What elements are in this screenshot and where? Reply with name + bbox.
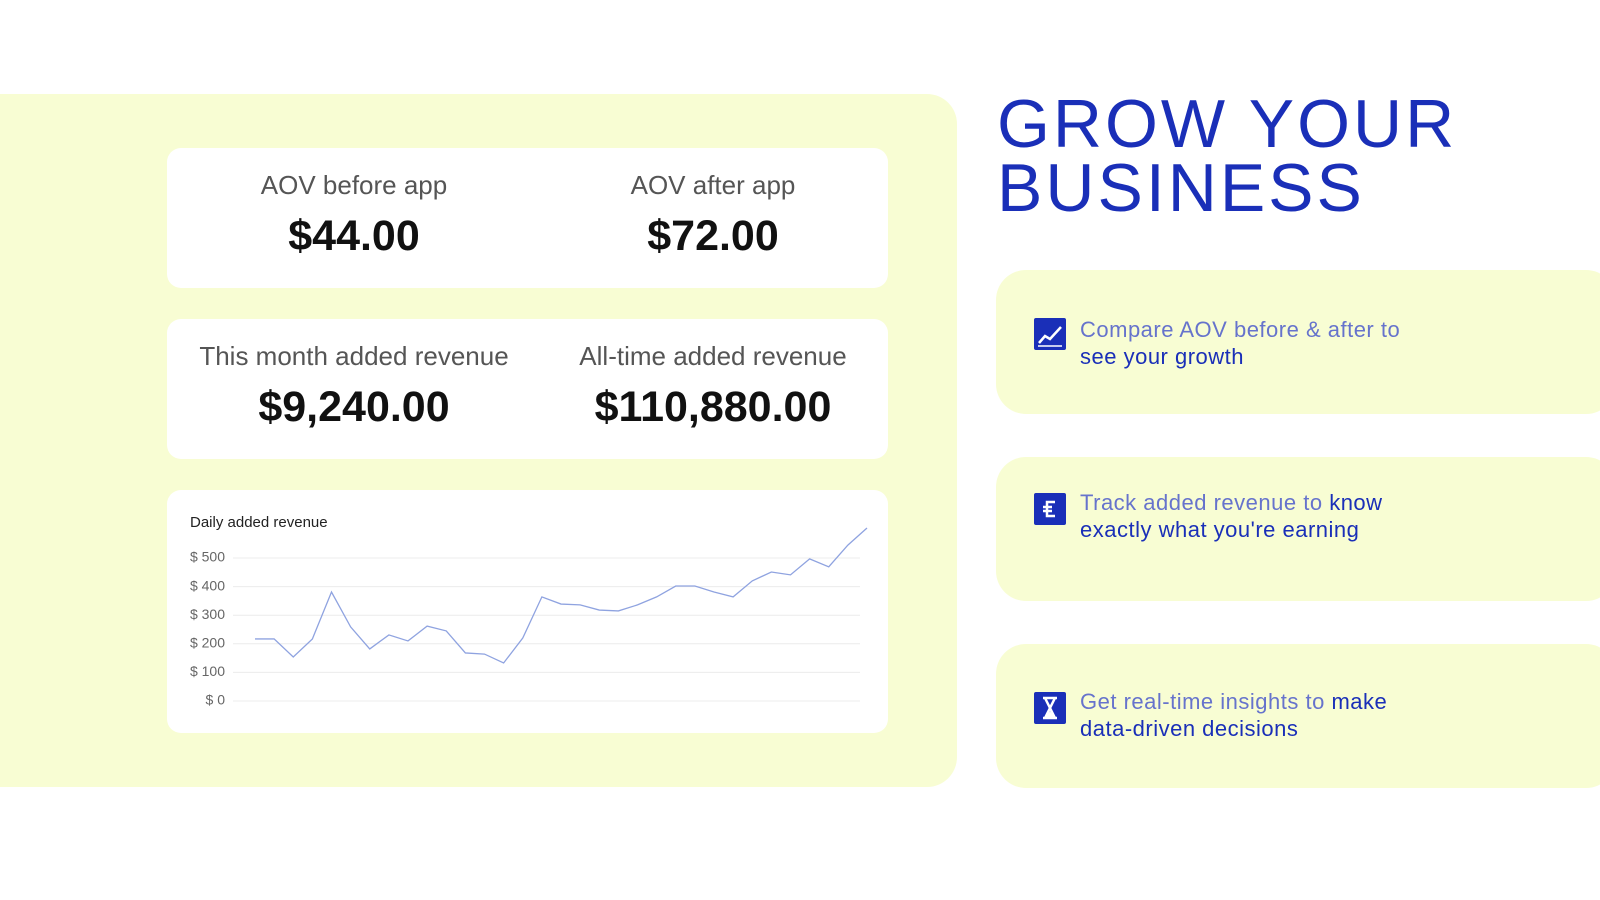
chart-title: Daily added revenue bbox=[190, 514, 328, 531]
stat-label: All-time added revenue bbox=[579, 341, 847, 371]
feature-plain: Compare AOV before & after to bbox=[1080, 317, 1401, 342]
feature-text: Track added revenue to know exactly what… bbox=[1080, 489, 1420, 543]
headline-line: GROW YOUR bbox=[997, 86, 1458, 162]
feature-card: Track added revenue to know exactly what… bbox=[996, 457, 1600, 601]
feature-text: Get real-time insights to make data-driv… bbox=[1080, 688, 1420, 742]
chart: Daily added revenue $ 0 $ 100 $ 200 $ 300 $ … bbox=[190, 514, 868, 708]
y-tick-label: $ 500 bbox=[190, 549, 225, 565]
euro-icon bbox=[1034, 493, 1066, 525]
feature-card: Get real-time insights to make data-driv… bbox=[996, 644, 1600, 788]
headline: GROW YOUR BUSINESS bbox=[997, 86, 1458, 226]
stat-label: AOV after app bbox=[630, 170, 796, 200]
stat-value: $72.00 bbox=[647, 212, 779, 260]
hourglass-icon bbox=[1034, 692, 1066, 724]
headline-line: BUSINESS bbox=[997, 150, 1365, 226]
feature-highlight: see your growth bbox=[1080, 344, 1245, 369]
feature-plain: Track added revenue to bbox=[1080, 490, 1323, 515]
feature-highlight: know exactly what you're earning bbox=[1080, 490, 1383, 542]
stat-card: This month added revenue $9,240.00 All-t… bbox=[167, 319, 888, 459]
growth-icon bbox=[1034, 318, 1066, 350]
stat-card: AOV before app $44.00 AOV after app $72.… bbox=[167, 148, 888, 288]
y-tick-label: $ 200 bbox=[190, 635, 225, 651]
feature-text: Compare AOV before & after to see your g… bbox=[1080, 316, 1420, 370]
feature-highlight: make data-driven decisions bbox=[1080, 689, 1388, 741]
chart-card: Daily added revenue $ 0 $ 100 $ 200 $ 300 $ … bbox=[167, 490, 888, 733]
y-tick-label: $ 400 bbox=[190, 577, 225, 593]
stat-label: This month added revenue bbox=[199, 341, 509, 371]
y-tick-label: $ 300 bbox=[190, 606, 225, 622]
stat-value: $110,880.00 bbox=[594, 383, 832, 431]
feature-card: Compare AOV before & after to see your g… bbox=[996, 270, 1600, 414]
y-tick-label: $ 0 bbox=[206, 692, 226, 708]
stat-label: AOV before app bbox=[260, 170, 448, 200]
stat-value: $44.00 bbox=[288, 212, 420, 260]
line-series bbox=[255, 527, 868, 664]
stat-value: $9,240.00 bbox=[258, 383, 450, 431]
y-tick-label: $ 100 bbox=[190, 663, 225, 679]
feature-plain: Get real-time insights to bbox=[1080, 689, 1325, 714]
